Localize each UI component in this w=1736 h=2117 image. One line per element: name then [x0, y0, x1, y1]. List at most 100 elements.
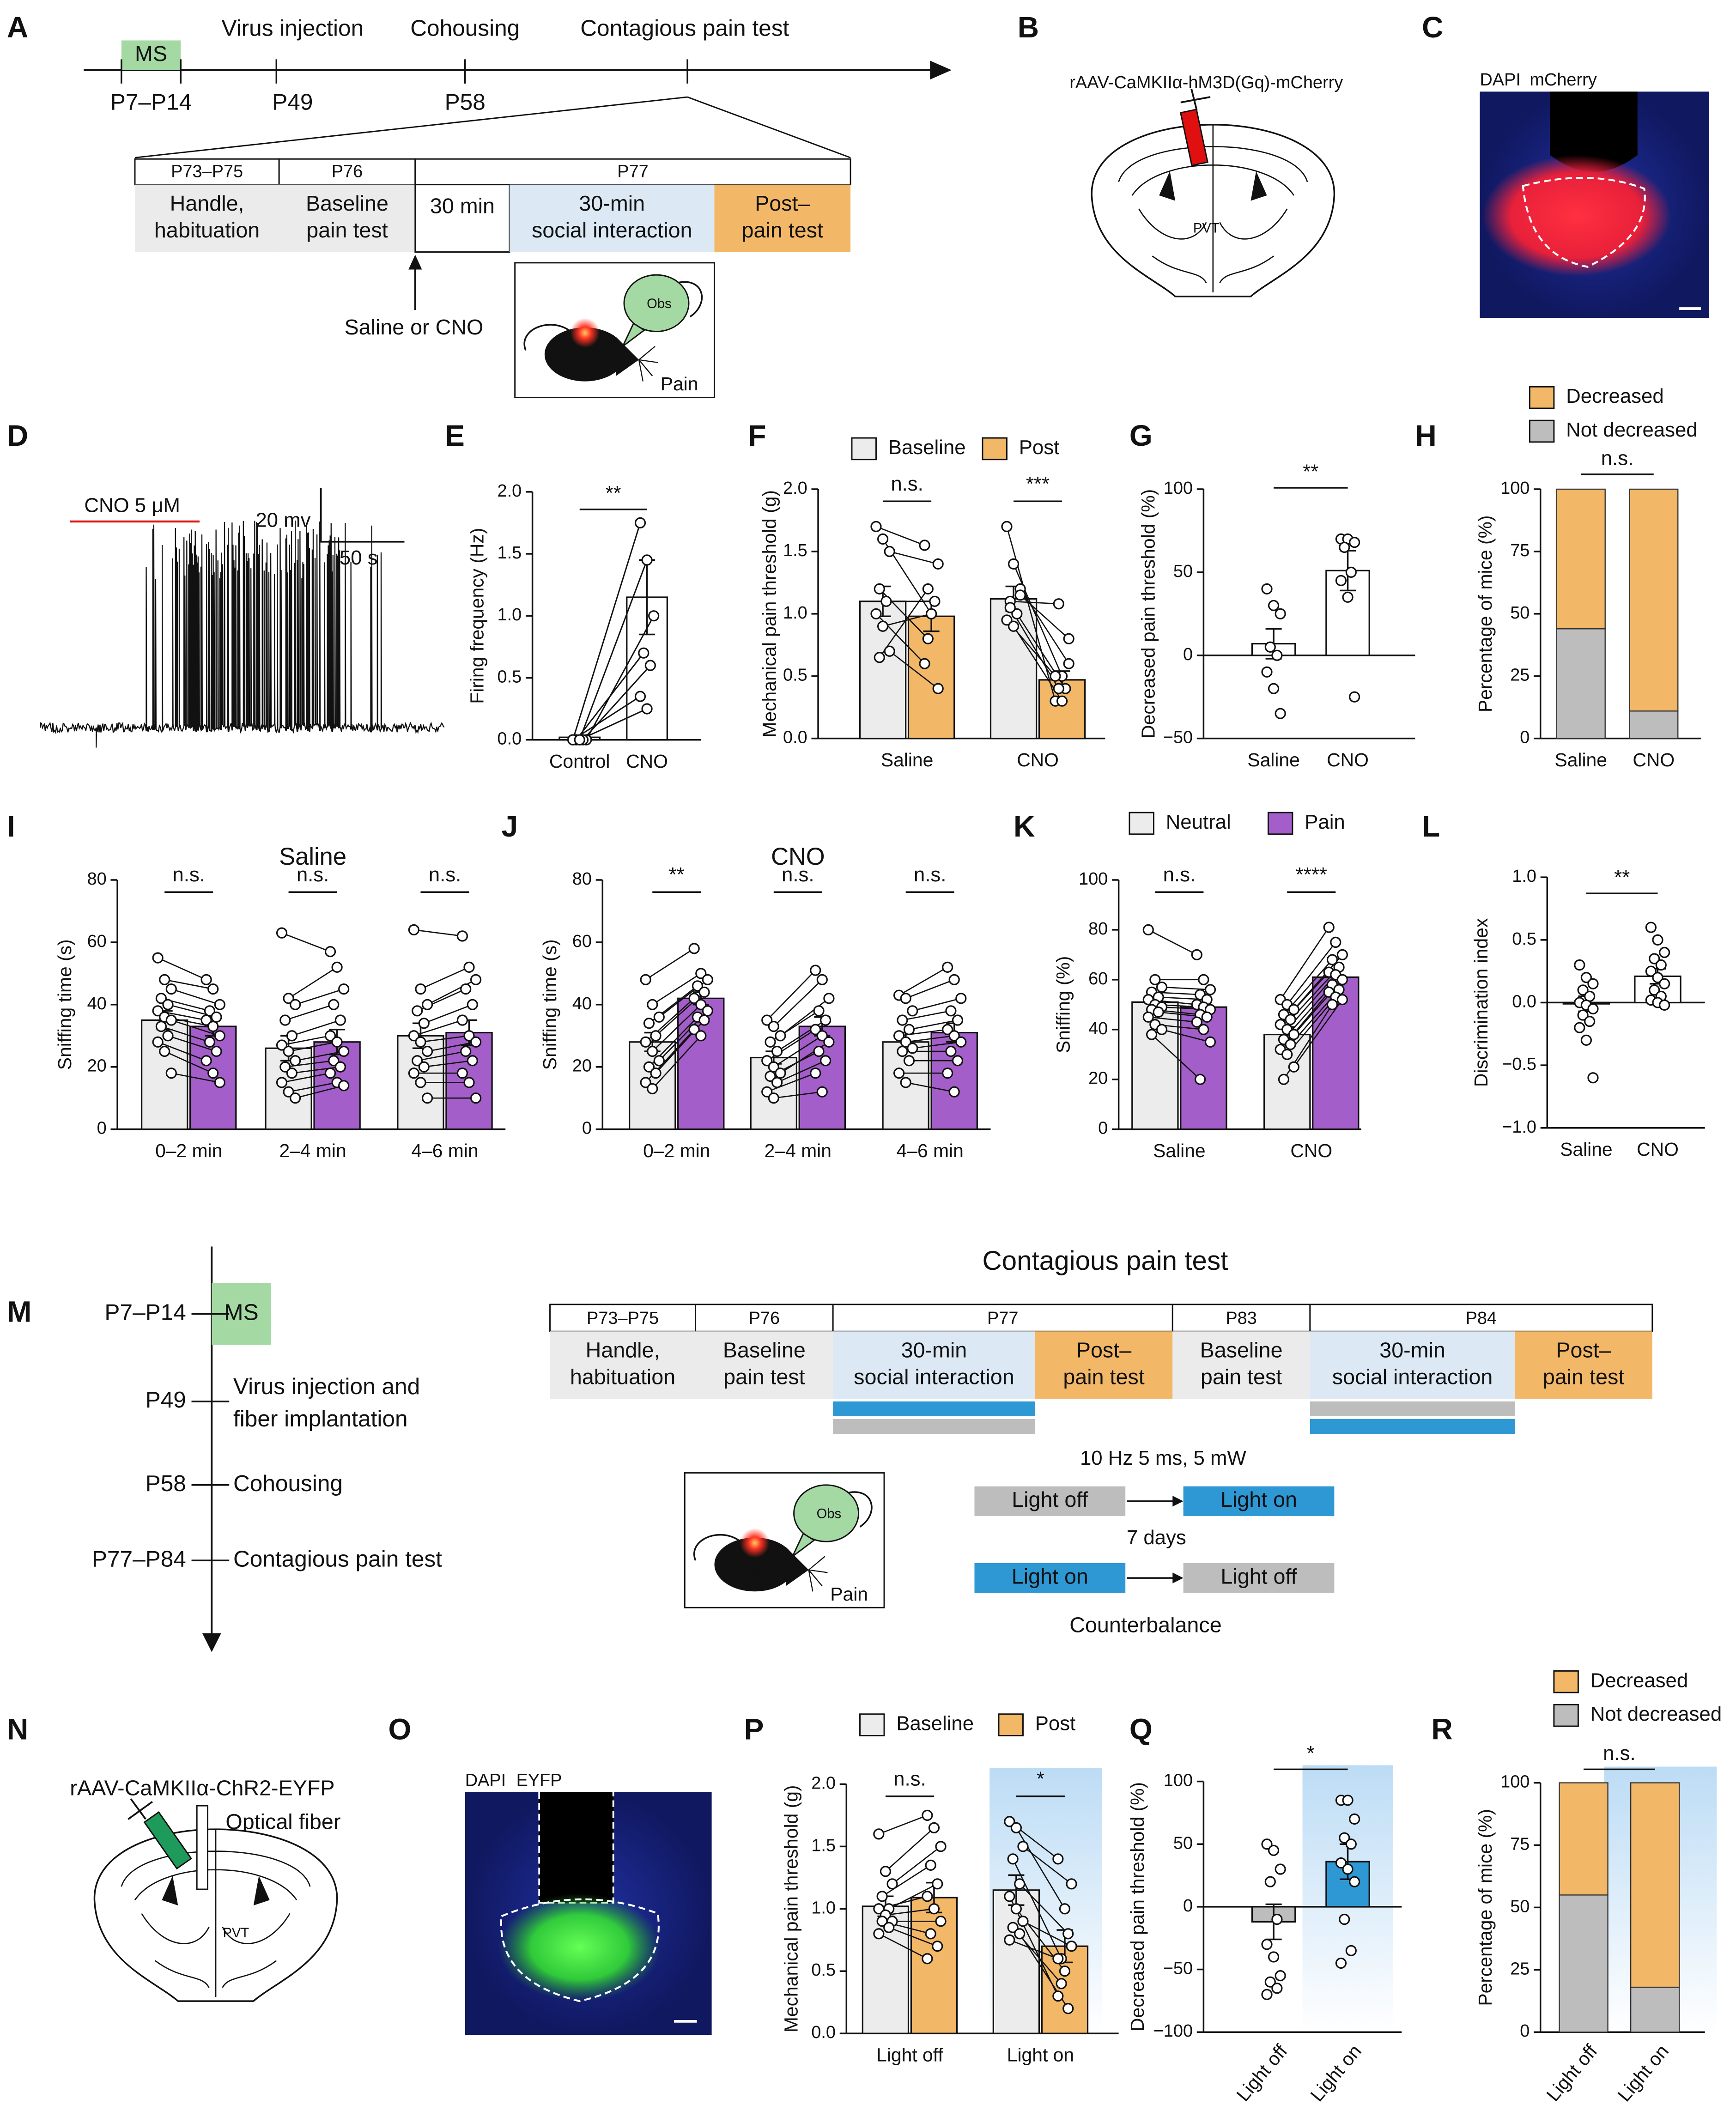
step-cell [1035, 1331, 1173, 1399]
data-point [928, 1903, 940, 1915]
label: P77 [617, 162, 648, 181]
bar [798, 1025, 846, 1130]
label: Light off [1220, 1564, 1297, 1588]
data-point [1261, 1939, 1273, 1950]
significance-label: n.s. [782, 863, 814, 886]
data-point [1326, 954, 1338, 965]
pair-line [1019, 1883, 1069, 1935]
pair-line [1161, 1029, 1211, 1043]
legend-swatch [1529, 386, 1555, 409]
data-point [324, 1068, 336, 1079]
significance-label: ** [669, 863, 685, 886]
data-point [1649, 984, 1660, 996]
pair-line [1148, 1016, 1197, 1023]
chart-title: Saline [279, 843, 346, 870]
legend-swatch [1553, 1704, 1579, 1727]
data-point [810, 964, 821, 976]
data-point [932, 683, 944, 694]
data-point [1652, 972, 1663, 983]
data-point [279, 1061, 291, 1073]
data-point [279, 1014, 291, 1026]
data-point [942, 1068, 953, 1079]
data-point [1339, 1832, 1350, 1844]
data-point [152, 952, 164, 964]
label: P58 [146, 1470, 186, 1496]
legend-label: Post [1019, 436, 1060, 459]
data-point [873, 1928, 885, 1940]
label: fiber implantation [233, 1406, 408, 1432]
x-tick-label: CNO [1633, 749, 1675, 770]
x-tick-label: CNO [1017, 749, 1059, 770]
pair-line [171, 1019, 220, 1037]
label: P77 [987, 1309, 1018, 1328]
data-point [200, 1014, 212, 1026]
panel-label: G [1129, 419, 1153, 452]
data-point [768, 1061, 779, 1073]
y-tick-label: −50 [1163, 1959, 1193, 1978]
label: P58 [445, 89, 486, 115]
data-point [775, 1030, 786, 1042]
syringe [1179, 109, 1208, 166]
bar [859, 601, 907, 740]
data-point [1204, 1036, 1216, 1048]
label: Contagious pain test [983, 1246, 1228, 1276]
data-point [955, 993, 967, 1004]
data-point [932, 558, 944, 570]
pair-line [1161, 986, 1211, 990]
bar-segment [1556, 628, 1606, 739]
label: P76 [749, 1309, 780, 1328]
y-tick-label: 0 [1183, 645, 1193, 664]
data-point [412, 1005, 423, 1017]
data-point [897, 1014, 908, 1026]
panel-label: Q [1129, 1713, 1153, 1746]
data-point [900, 993, 911, 1004]
data-point [942, 961, 953, 973]
y-tick-label: 0 [1520, 728, 1530, 747]
data-point [1587, 978, 1599, 989]
data-point [688, 993, 700, 1004]
data-point [820, 1014, 832, 1026]
data-point [919, 540, 930, 551]
data-point [640, 974, 651, 985]
data-point [1574, 1022, 1585, 1033]
brain-detail [121, 1830, 311, 1997]
x-tick-label: Light off [876, 2044, 943, 2066]
label: Dem [741, 1563, 769, 1578]
panel-label: A [7, 11, 28, 44]
pair-line [579, 559, 648, 740]
pair-line [1009, 1939, 1058, 1959]
data-point [463, 961, 475, 973]
data-point [1004, 602, 1016, 613]
ventricle [162, 1875, 270, 1905]
data-point [761, 1086, 773, 1098]
data-point [1014, 1928, 1026, 1940]
condition-box [974, 1563, 1126, 1593]
data-point [1271, 649, 1283, 661]
data-point [644, 660, 656, 671]
y-tick-label: 100 [1500, 1772, 1530, 1792]
significance-label: * [1037, 1767, 1044, 1790]
data-point [1204, 984, 1216, 995]
data-point [1323, 922, 1335, 933]
data-point [823, 1036, 835, 1048]
data-point [276, 1077, 288, 1088]
panel-label: I [7, 810, 15, 843]
panel-label: N [7, 1713, 28, 1746]
y-axis-label: Sniffing (%) [1053, 956, 1074, 1053]
data-point [640, 1036, 651, 1048]
step-cell [510, 184, 715, 252]
data-point [165, 983, 177, 995]
data-point [1011, 608, 1023, 619]
arrowhead [408, 255, 422, 270]
data-point [421, 1045, 433, 1057]
data-point [1156, 1024, 1168, 1035]
data-point [922, 633, 934, 644]
y-axis-label: Percentage of mice (%) [1475, 516, 1496, 713]
data-point [470, 974, 482, 985]
eyfp-signal [498, 1893, 661, 2002]
pair-line [171, 988, 220, 1006]
data-point [1010, 1822, 1022, 1833]
pair-line [885, 1908, 935, 1916]
data-point [641, 554, 653, 566]
y-tick-label: 60 [87, 932, 107, 951]
